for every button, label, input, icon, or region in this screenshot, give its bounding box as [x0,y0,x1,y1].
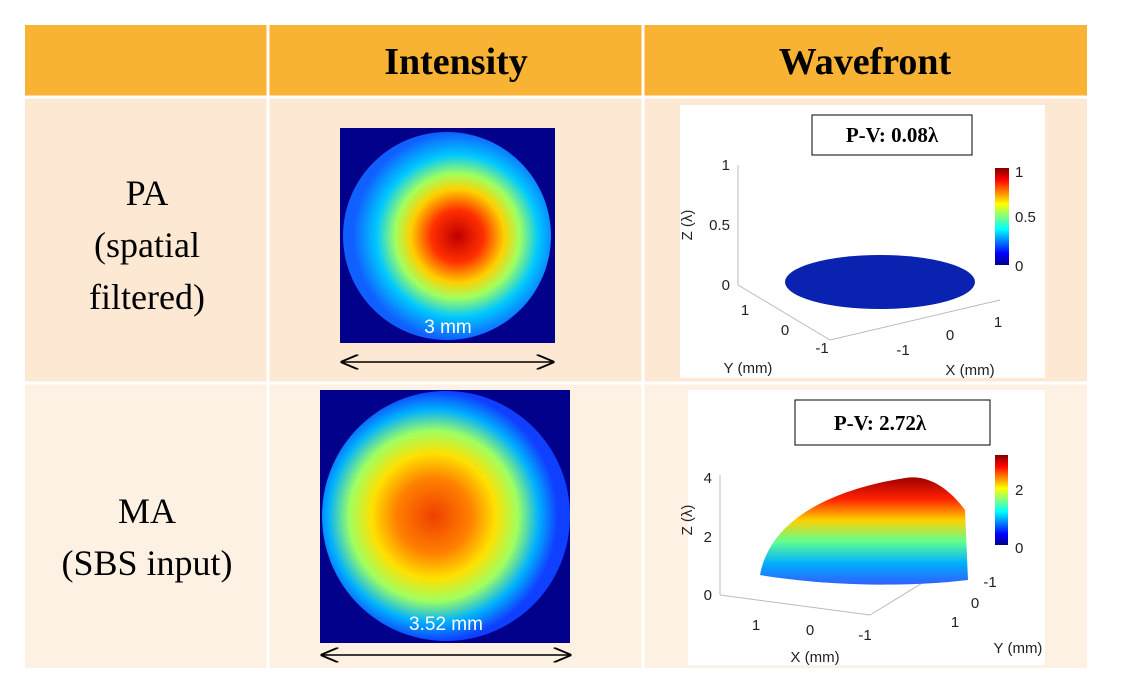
plot-box [737,165,1001,341]
z-tick-label: 2 [704,529,712,546]
x-tick-label: 0 [946,327,954,344]
header-cell: Intensity [384,41,528,83]
y-axis-label: Y (mm) [724,360,773,377]
row-label: filtered) [89,277,205,317]
y-tick-label: 0 [971,595,979,612]
pv-box [794,399,991,446]
z-tick-label: 0 [704,587,712,604]
x-axis-label: X (mm) [790,649,839,666]
x-axis-label: X (mm) [945,362,994,379]
z-tick-label: 4 [704,470,712,487]
scale-label: 3 mm [424,317,472,338]
beam-profile [343,132,551,340]
x-tick-label: 1 [994,314,1002,331]
y-tick-label: 1 [951,614,959,631]
wavefront-surface [760,477,968,585]
scale-label: 3.52 mm [409,614,483,635]
colorbar-tick-label: 2 [1015,482,1023,499]
z-axis-label: Z (λ) [679,505,696,536]
z-axis-label: Z (λ) [679,210,696,241]
pv-box [811,114,973,156]
y-tick-label: -1 [815,340,828,357]
z-tick-label: 0 [722,277,730,294]
header-band [25,25,1087,97]
colorbar [995,455,1008,545]
colorbar-tick-label: 0.5 [1015,209,1036,226]
x-tick-label: -1 [896,342,909,359]
pv-label: P-V: 0.08λ [846,123,939,147]
z-tick-label: 0.5 [709,217,730,234]
y-tick-label: 1 [741,302,749,319]
y-axis-label: Y (mm) [994,640,1043,657]
wavefront-surface [785,255,975,309]
row-label: MA [118,491,176,531]
colorbar-tick-label: 0 [1015,540,1023,557]
beam-profile [322,391,570,641]
y-tick-label: 0 [781,322,789,339]
row-label: (spatial [94,225,200,265]
x-tick-label: 0 [806,622,814,639]
header-cell: Wavefront [779,41,952,83]
z-tick-label: 1 [722,157,730,174]
row-label: PA [126,173,169,213]
row-label: (SBS input) [61,543,232,583]
x-tick-label: -1 [858,627,871,644]
colorbar-tick-label: 1 [1015,164,1023,181]
x-tick-label: 1 [752,617,760,634]
pv-label: P-V: 2.72λ [834,411,927,435]
y-tick-label: -1 [983,574,996,591]
colorbar [995,168,1009,265]
colorbar-tick-label: 0 [1015,258,1023,275]
